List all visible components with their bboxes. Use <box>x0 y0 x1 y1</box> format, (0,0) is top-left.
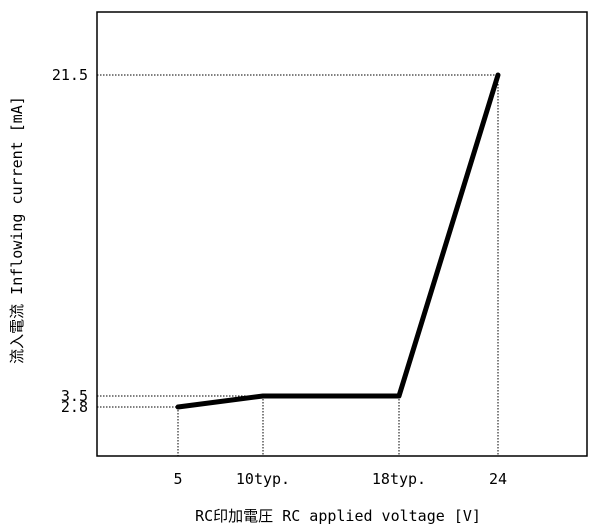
plot-frame <box>96 11 588 457</box>
x-tick-label: 10typ. <box>236 470 290 488</box>
y-tick-label: 2.8 <box>61 398 88 416</box>
x-tick-label: 5 <box>173 470 182 488</box>
x-axis-label: RC印加電圧 RC applied voltage [V] <box>195 507 481 525</box>
y-tick-label: 21.5 <box>52 66 88 84</box>
data-series <box>175 72 501 410</box>
x-axis-ticks: 5 10typ. 18typ. 24 <box>173 470 507 488</box>
y-axis-label: 流入電流 Inflowing current [mA] <box>8 96 26 364</box>
y-tick-label: 3.5 <box>61 387 88 405</box>
x-tick-label: 24 <box>489 470 507 488</box>
y-axis-ticks: 2.83.5 21.5 <box>52 66 88 416</box>
x-tick-label: 18typ. <box>372 470 426 488</box>
series-line <box>175 72 501 410</box>
